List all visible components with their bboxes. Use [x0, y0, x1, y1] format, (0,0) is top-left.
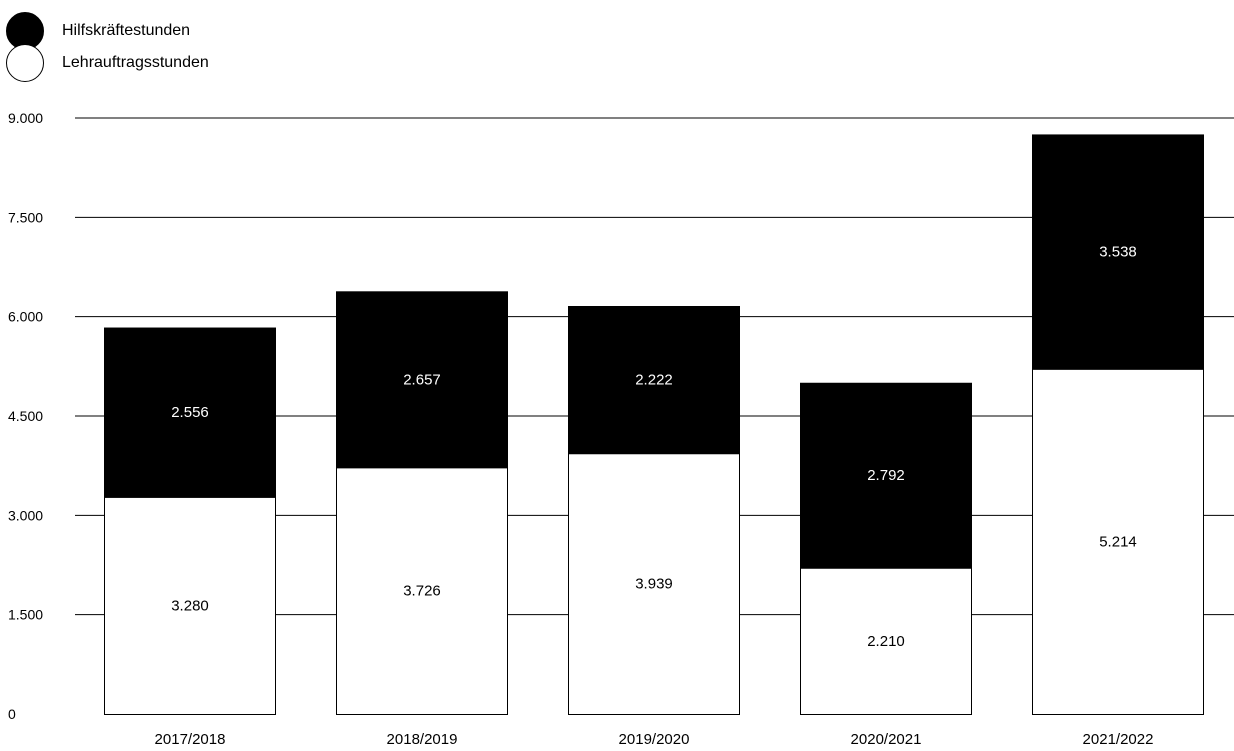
data-label-lehrauftragsstunden-2020-2021: 2.210	[867, 633, 905, 650]
legend-item-lehrauftragsstunden: Lehrauftragsstunden	[6, 44, 366, 82]
x-tick-label-2020-2021: 2020/2021	[851, 731, 922, 748]
y-tick-label-0: 0	[8, 706, 16, 722]
y-tick-label-6: 9.000	[8, 110, 43, 126]
legend-swatch-hilfskraeftestunden	[6, 12, 44, 50]
bar-hilfskr-ftestunden-2021-2022	[1032, 134, 1204, 370]
data-label-lehrauftragsstunden-2018-2019: 3.726	[403, 583, 441, 600]
legend-label-lehrauftragsstunden: Lehrauftragsstunden	[62, 54, 209, 71]
data-label-hilfskr-ftestunden-2018-2019: 2.657	[403, 371, 441, 388]
x-tick-label-2017-2018: 2017/2018	[155, 731, 226, 748]
data-label-lehrauftragsstunden-2021-2022: 5.214	[1099, 533, 1137, 550]
data-label-hilfskr-ftestunden-2021-2022: 3.538	[1099, 244, 1137, 261]
y-tick-label-1: 1.500	[8, 607, 43, 623]
data-label-hilfskr-ftestunden-2020-2021: 2.792	[867, 467, 905, 484]
data-label-lehrauftragsstunden-2019-2020: 3.939	[635, 576, 673, 593]
y-tick-label-3: 4.500	[8, 408, 43, 424]
bar-lehrauftragsstunden-2019-2020	[568, 453, 740, 715]
bar-hilfskr-ftestunden-2018-2019	[336, 291, 508, 469]
legend-swatch-lehrauftragsstunden	[6, 44, 44, 82]
y-tick-label-5: 7.500	[8, 209, 43, 225]
x-tick-label-2018-2019: 2018/2019	[387, 731, 458, 748]
bar-hilfskr-ftestunden-2019-2020	[568, 306, 740, 455]
x-tick-label-2021-2022: 2021/2022	[1083, 731, 1154, 748]
x-tick-label-2019-2020: 2019/2020	[619, 731, 690, 748]
bar-hilfskr-ftestunden-2017-2018	[104, 327, 276, 498]
bar-lehrauftragsstunden-2020-2021	[800, 567, 972, 715]
bar-lehrauftragsstunden-2021-2022	[1032, 368, 1204, 715]
y-tick-label-2: 3.000	[8, 507, 43, 523]
bar-hilfskr-ftestunden-2020-2021	[800, 382, 972, 569]
legend-item-hilfskraeftestunden: Hilfskräftestunden	[6, 12, 366, 50]
data-label-hilfskr-ftestunden-2019-2020: 2.222	[635, 372, 673, 389]
legend-label-hilfskraeftestunden: Hilfskräftestunden	[62, 22, 191, 39]
data-label-hilfskr-ftestunden-2017-2018: 2.556	[171, 404, 209, 421]
data-label-lehrauftragsstunden-2017-2018: 3.280	[171, 597, 209, 614]
y-tick-label-4: 6.000	[8, 309, 43, 325]
